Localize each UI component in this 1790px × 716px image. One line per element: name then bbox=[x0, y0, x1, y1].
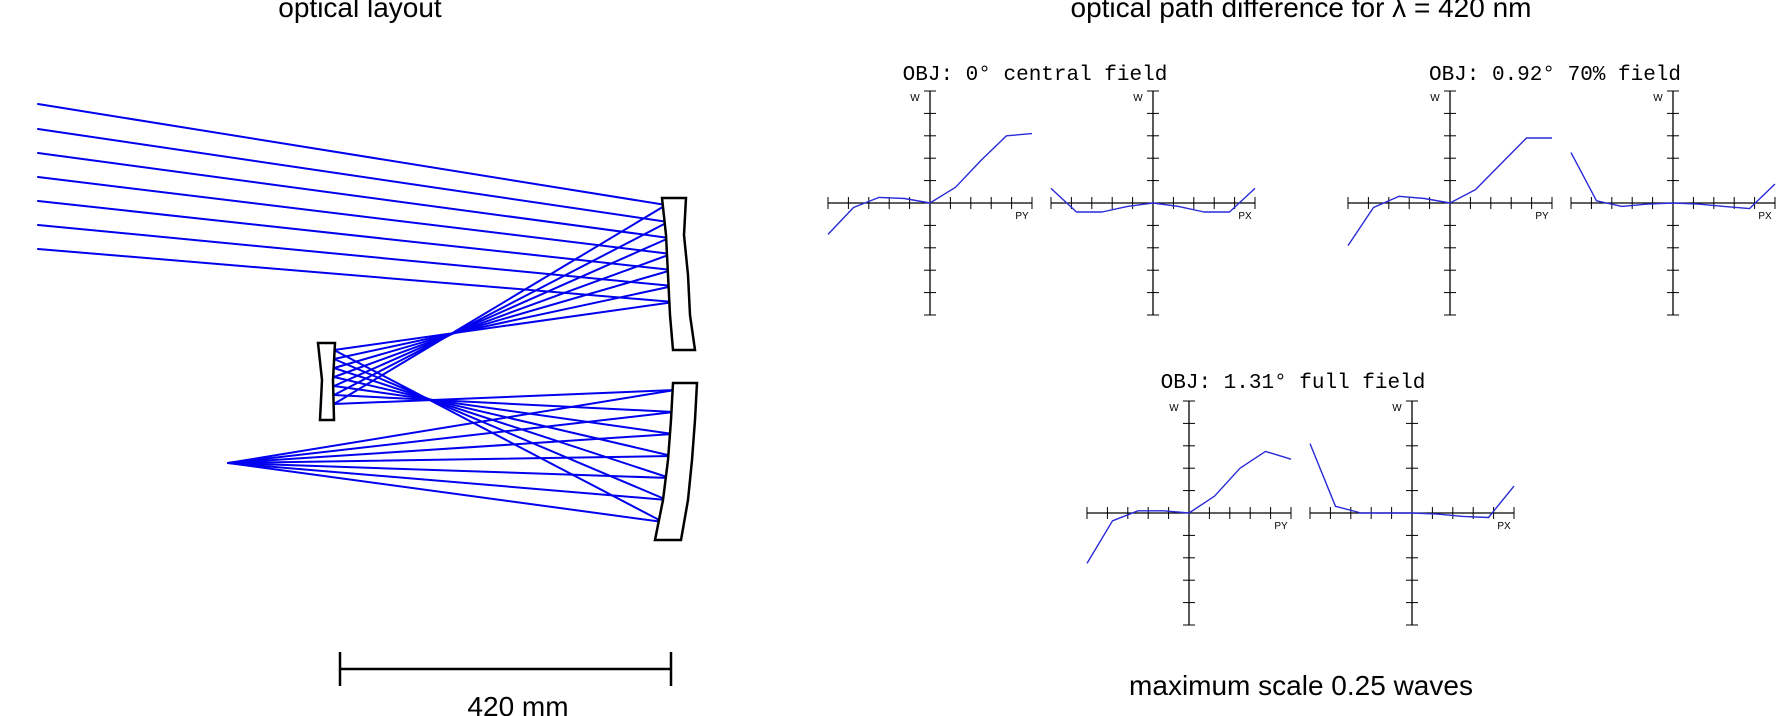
incoming-ray bbox=[37, 128, 669, 223]
opd-curve-py bbox=[827, 132, 1033, 235]
tertiary-to-focus-ray bbox=[227, 462, 664, 523]
field-title-central: OBJ: 0° central field bbox=[903, 64, 1168, 87]
pupil-axis-label: PY bbox=[1015, 211, 1029, 222]
secondary-to-tertiary-ray bbox=[333, 367, 671, 479]
w-axis-label: W bbox=[1392, 403, 1402, 414]
tertiary-to-focus-ray bbox=[227, 433, 674, 464]
secondary-to-tertiary-ray bbox=[333, 376, 673, 457]
w-axis-label: W bbox=[1653, 93, 1663, 104]
pupil-axis-label: PX bbox=[1497, 521, 1511, 532]
scale-bar-label: 420 mm bbox=[467, 691, 568, 716]
opd-curve-px bbox=[1309, 443, 1515, 519]
primary-mirror-upper bbox=[660, 196, 697, 352]
field-title-full: OBJ: 1.31° full field bbox=[1161, 372, 1426, 395]
w-axis-label: W bbox=[1430, 93, 1440, 104]
w-axis-label: W bbox=[910, 93, 920, 104]
tertiary-mirror-lower bbox=[653, 381, 699, 542]
opd-footer: maximum scale 0.25 waves bbox=[1129, 670, 1473, 701]
incoming-ray bbox=[37, 224, 674, 287]
primary-to-secondary-ray bbox=[333, 285, 674, 360]
opd-plot-px-field-3: W PX bbox=[1309, 400, 1515, 626]
secondary-to-tertiary-ray bbox=[333, 349, 664, 523]
opd-curve-px bbox=[1050, 187, 1256, 213]
ray-bundle bbox=[37, 103, 676, 523]
tertiary-to-focus-ray bbox=[227, 455, 673, 464]
primary-to-secondary-ray bbox=[333, 301, 675, 351]
opd-curve-py bbox=[1086, 450, 1292, 564]
pupil-axis-label: PY bbox=[1535, 211, 1549, 222]
secondary-to-tertiary-ray bbox=[333, 389, 676, 405]
primary-to-secondary-ray bbox=[333, 253, 672, 378]
tertiary-to-focus-ray bbox=[227, 462, 668, 501]
secondary-to-tertiary-ray bbox=[333, 358, 668, 501]
opd-plot-py-field-2: W PY bbox=[1347, 90, 1553, 316]
primary-to-secondary-ray bbox=[333, 237, 670, 387]
tertiary-to-focus-ray bbox=[227, 389, 676, 464]
opd-plot-px-field-1: W PX bbox=[1050, 90, 1256, 316]
incoming-ray bbox=[37, 103, 667, 206]
primary-to-secondary-ray bbox=[333, 204, 667, 405]
secondary-to-tertiary-ray bbox=[333, 394, 675, 413]
tertiary-to-focus-ray bbox=[227, 462, 671, 479]
w-axis-label: W bbox=[1169, 403, 1179, 414]
w-axis-label: W bbox=[1133, 93, 1143, 104]
tertiary-to-focus-ray bbox=[227, 411, 675, 464]
opd-plot-py-field-1: W PY bbox=[827, 90, 1033, 316]
opd-plot-px-field-2: W PX bbox=[1570, 90, 1776, 316]
pupil-axis-label: PX bbox=[1758, 211, 1772, 222]
incoming-ray bbox=[37, 176, 672, 255]
opd-curve-py bbox=[1347, 137, 1552, 246]
secondary-mirror bbox=[316, 341, 337, 422]
opd-plot-py-field-3: W PY bbox=[1086, 400, 1292, 626]
scale-bar bbox=[338, 652, 673, 686]
secondary-to-tertiary-ray bbox=[333, 385, 674, 435]
pupil-axis-label: PX bbox=[1238, 211, 1252, 222]
opd-title: optical path difference for λ = 420 nm bbox=[1071, 0, 1532, 23]
incoming-ray bbox=[37, 200, 673, 271]
pupil-axis-label: PY bbox=[1274, 521, 1288, 532]
layout-title: optical layout bbox=[278, 0, 442, 23]
primary-to-secondary-ray bbox=[333, 221, 669, 396]
incoming-ray bbox=[37, 152, 670, 239]
opd-plots: W PY W PX W PY W PX W PY W PX bbox=[827, 90, 1776, 626]
field-title-70pct: OBJ: 0.92° 70% field bbox=[1429, 64, 1681, 87]
incoming-ray bbox=[37, 248, 675, 303]
primary-to-secondary-ray bbox=[333, 269, 673, 369]
opd-curve-px bbox=[1570, 152, 1776, 210]
